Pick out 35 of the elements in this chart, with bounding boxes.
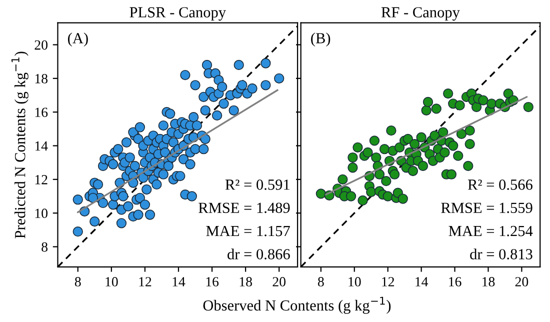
annotation: dr = 0.813 [470, 248, 532, 260]
annotation: R² = 0.566 [468, 180, 532, 190]
annotation: (B) [311, 32, 330, 46]
chart-title: PLSR - Canopy [130, 7, 226, 21]
x-tick-label: 8 [318, 277, 324, 286]
x-tick-label: 18 [482, 277, 495, 286]
x-tick-label: 20 [515, 277, 528, 286]
annotation: R² = 0.591 [225, 180, 290, 190]
x-tick-label: 16 [449, 277, 462, 286]
x-tick-label: 8 [74, 277, 81, 286]
annotation: dr = 0.866 [228, 248, 290, 260]
annotation: MAE = 1.254 [448, 226, 533, 236]
annotation: RMSE = 1.559 [441, 202, 532, 214]
annotation: RMSE = 1.489 [198, 202, 290, 214]
x-tick-label: 20 [272, 277, 286, 286]
y-tick-label: 20 [34, 40, 48, 50]
chart-title: RF - Canopy [381, 7, 460, 21]
annotation: (A) [68, 32, 88, 46]
x-tick-label: 10 [348, 277, 361, 286]
x-tick-label: 14 [416, 277, 428, 286]
y-tick-label: 16 [35, 108, 48, 118]
x-tick-label: 18 [240, 277, 252, 286]
y-tick-label: 14 [35, 141, 48, 151]
x-tick-label: 12 [139, 277, 152, 286]
x-tick-label: 10 [106, 277, 118, 286]
annotation: MAE = 1.157 [206, 226, 290, 236]
y-tick-label: 8 [42, 242, 48, 252]
y-tick-label: 18 [35, 74, 48, 84]
x-tick-label: 14 [172, 277, 186, 286]
y-axis-title: Predicted N Contents (g kg$^{−1}$) [11, 52, 28, 238]
x-axis-title: Observed N Contents (g kg$^{−1}$) [203, 296, 391, 314]
x-tick-label: 16 [206, 277, 219, 286]
y-tick-label: 10 [35, 208, 48, 218]
y-tick-label: 12 [35, 175, 48, 184]
x-tick-label: 12 [382, 277, 394, 286]
